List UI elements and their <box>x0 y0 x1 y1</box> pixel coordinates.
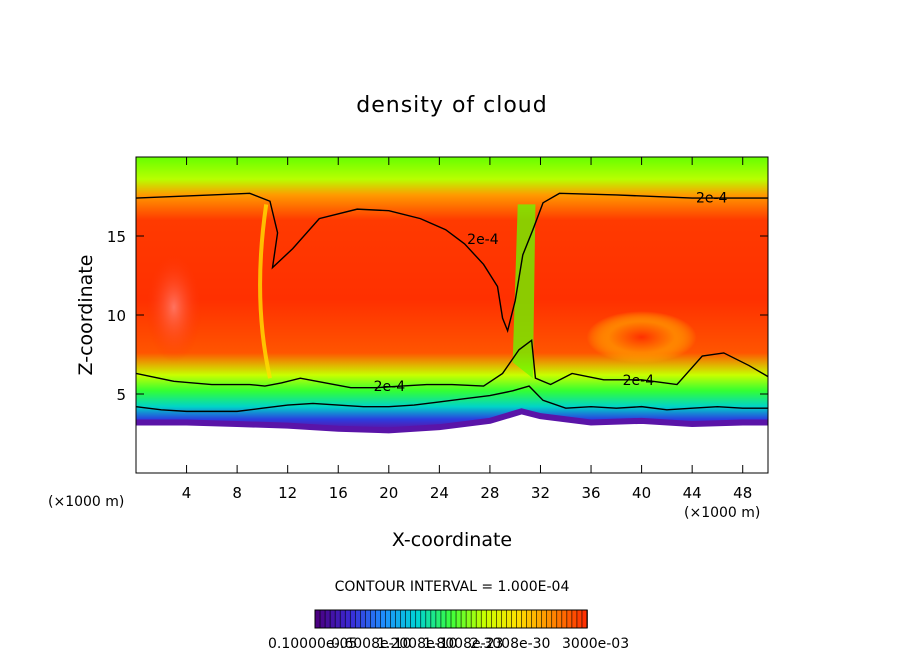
colorbar-cell <box>440 609 447 629</box>
colorbar-cell <box>360 609 367 629</box>
x-tick-label: 36 <box>581 484 600 502</box>
colorbar-cell <box>339 609 347 629</box>
y-axis: 5 10 15 <box>107 228 768 404</box>
y-tick-label: 10 <box>107 307 126 325</box>
x-tick-label: 16 <box>329 484 348 502</box>
colorbar-cell <box>354 609 362 629</box>
chart-title: density of cloud <box>356 93 547 118</box>
updraft-edge-left <box>258 204 272 379</box>
colorbar-cell <box>375 609 382 629</box>
colorbar-cell <box>455 609 462 629</box>
colorbar-frame <box>314 609 588 629</box>
colorbar-cell <box>506 609 513 629</box>
colorbar-cell <box>480 609 488 629</box>
colorbar-cell <box>501 609 508 629</box>
colorbar-cell <box>405 609 412 629</box>
updraft-column <box>512 204 536 379</box>
contour-interval-text: CONTOUR INTERVAL = 1.000E-04 <box>335 579 570 595</box>
colorbar-cell <box>531 609 538 629</box>
colorbar-label-4: 1.8008e-23 <box>423 636 503 652</box>
y-tick-label: 5 <box>116 386 126 404</box>
y-axis-label: Z-coordinate <box>75 255 97 376</box>
colorbar-labels: 0.10000e-05 0.6008e-10 1.2008e-10 1.8008… <box>268 636 629 652</box>
colorbar-label-6: 3000e-03 <box>562 636 629 652</box>
colorbar-cell <box>541 609 548 629</box>
colorbar-label-1: 0.10000e-05 <box>268 636 357 652</box>
colorbar-cell <box>576 609 583 629</box>
colorbar-cell <box>314 609 321 629</box>
colorbar-cell <box>551 609 558 629</box>
x-axis: 4 8 12 16 20 24 28 32 36 40 44 48 <box>182 157 752 502</box>
x-tick-label: 20 <box>379 484 398 502</box>
x-tick-label: 32 <box>531 484 550 502</box>
colorbar-cell <box>400 609 407 629</box>
colorbar-cell <box>435 609 442 629</box>
x-unit-label: (×1000 m) <box>48 494 124 510</box>
high-density-region-right <box>586 311 697 364</box>
colorbar-cell <box>344 609 352 629</box>
colorbar-cell <box>485 609 493 629</box>
x-tick-label: 4 <box>182 484 192 502</box>
colorbar-cell <box>420 609 427 629</box>
colorbar-cell <box>526 609 533 629</box>
x-tick-label: 12 <box>278 484 297 502</box>
cloud-base-edge <box>136 408 768 434</box>
colorbar-cell <box>450 609 457 629</box>
colorbar-cell <box>410 609 417 629</box>
x-tick-label: 28 <box>480 484 499 502</box>
contour-label: 2e-4 <box>467 232 499 248</box>
colorbar-cell <box>385 609 392 629</box>
colorbar-cell <box>470 609 477 629</box>
colorbar-cell <box>521 609 528 629</box>
colorbar-cell <box>425 609 432 629</box>
colorbar-cell <box>556 609 563 629</box>
colorbar-cell <box>329 609 336 629</box>
y-tick-label: 15 <box>107 228 126 246</box>
x-tick-label: 48 <box>733 484 752 502</box>
contour-line <box>136 385 768 413</box>
x-unit-label-right: (×1000 m) <box>684 505 760 521</box>
x-tick-label: 24 <box>430 484 449 502</box>
colorbar-cell <box>571 609 578 629</box>
colorbar-cell <box>490 609 498 629</box>
x-tick-label: 44 <box>683 484 702 502</box>
colorbar-cell <box>380 609 387 629</box>
x-tick-label: 8 <box>232 484 242 502</box>
colorbar <box>314 609 588 629</box>
colorbar-cell <box>415 609 422 629</box>
colorbar-cell <box>566 609 573 629</box>
colorbar-cell <box>511 609 518 629</box>
x-axis-label: X-coordinate <box>392 529 512 551</box>
colorbar-cell <box>395 609 402 629</box>
colorbar-cell <box>465 609 472 629</box>
colorbar-cell <box>561 609 568 629</box>
colorbar-cell <box>445 609 452 629</box>
colorbar-cell <box>430 609 437 629</box>
colorbar-label-5: 2.3008e-30 <box>470 636 550 652</box>
contour-label: 2e-4 <box>623 373 655 389</box>
colorbar-cell <box>319 609 326 629</box>
colorbar-cell <box>496 609 503 629</box>
colorbar-cell <box>516 609 523 629</box>
contour-label: 2e-4 <box>696 190 728 206</box>
x-tick-label: 40 <box>632 484 651 502</box>
colorbar-cell <box>324 609 331 629</box>
colorbar-cell <box>536 609 543 629</box>
contour-line <box>136 192 768 334</box>
colorbar-cell <box>334 609 341 629</box>
high-density-region-left <box>145 252 202 363</box>
colorbar-cell <box>365 609 372 629</box>
colorbar-label-3: 1.2008e-10 <box>377 636 457 652</box>
plot-area: 2e-4 2e-4 2e-4 2e-4 <box>136 157 768 473</box>
colorbar-label-2: 0.6008e-10 <box>331 636 411 652</box>
colorbar-cell <box>546 609 553 629</box>
colorbar-cell <box>390 609 397 629</box>
contour-label: 2e-4 <box>374 379 406 395</box>
colorbar-cell <box>370 609 377 629</box>
colorbar-cell <box>475 609 483 629</box>
colorbar-cell <box>460 609 467 629</box>
colorbar-cell <box>349 609 357 629</box>
contour-line <box>136 338 768 389</box>
